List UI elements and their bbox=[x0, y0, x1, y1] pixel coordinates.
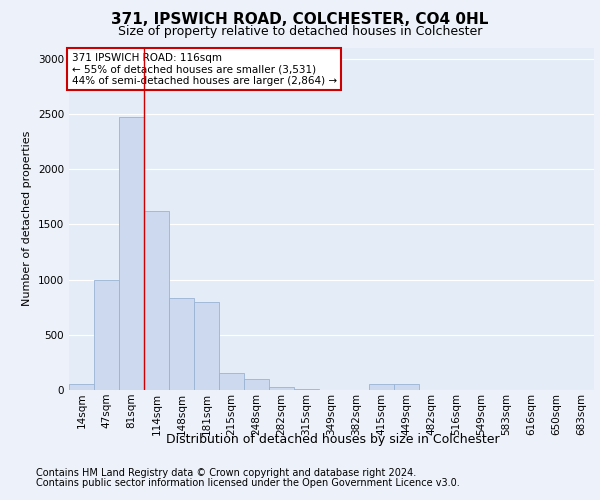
Bar bbox=[394, 384, 419, 390]
Bar bbox=[169, 298, 194, 390]
Text: Contains HM Land Registry data © Crown copyright and database right 2024.: Contains HM Land Registry data © Crown c… bbox=[36, 468, 416, 477]
Bar bbox=[294, 389, 319, 390]
Bar bbox=[244, 379, 269, 390]
Bar bbox=[119, 117, 144, 390]
Bar bbox=[269, 386, 294, 390]
Bar bbox=[194, 302, 219, 390]
Bar bbox=[144, 211, 169, 390]
Bar bbox=[219, 374, 244, 390]
Text: 371 IPSWICH ROAD: 116sqm
← 55% of detached houses are smaller (3,531)
44% of sem: 371 IPSWICH ROAD: 116sqm ← 55% of detach… bbox=[71, 52, 337, 86]
Bar bbox=[69, 384, 94, 390]
Text: Contains public sector information licensed under the Open Government Licence v3: Contains public sector information licen… bbox=[36, 478, 460, 488]
Text: Size of property relative to detached houses in Colchester: Size of property relative to detached ho… bbox=[118, 25, 482, 38]
Y-axis label: Number of detached properties: Number of detached properties bbox=[22, 131, 32, 306]
Text: Distribution of detached houses by size in Colchester: Distribution of detached houses by size … bbox=[166, 432, 500, 446]
Text: 371, IPSWICH ROAD, COLCHESTER, CO4 0HL: 371, IPSWICH ROAD, COLCHESTER, CO4 0HL bbox=[112, 12, 488, 28]
Bar bbox=[369, 384, 394, 390]
Bar bbox=[94, 280, 119, 390]
